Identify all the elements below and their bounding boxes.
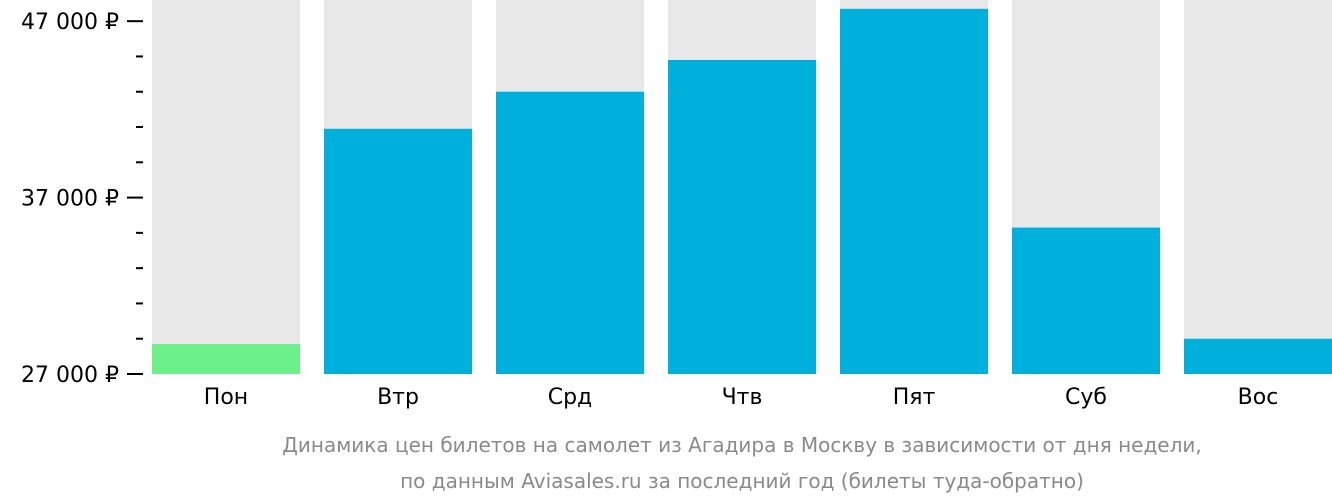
background-column-1 bbox=[152, 0, 300, 374]
caption: Динамика цен билетов на самолет из Агади… bbox=[282, 433, 1202, 493]
background-column-7 bbox=[1184, 0, 1332, 374]
category-label-3: Срд bbox=[548, 385, 593, 410]
category-label-6: Суб bbox=[1065, 385, 1107, 410]
bar-7[interactable] bbox=[1184, 338, 1332, 374]
category-label-5: Пят bbox=[893, 385, 936, 410]
bar-4[interactable] bbox=[668, 59, 816, 374]
category-label-4: Чтв bbox=[722, 385, 763, 410]
bars bbox=[152, 8, 1332, 375]
bar-3[interactable] bbox=[496, 91, 644, 375]
y-axis: 47 000 ₽ 37 000 ₽ 27 000 ₽ bbox=[21, 10, 143, 388]
category-label-1: Пон bbox=[204, 385, 248, 410]
bar-6[interactable] bbox=[1012, 227, 1160, 374]
y-tick-label-3: 27 000 ₽ bbox=[21, 363, 119, 388]
bar-1[interactable] bbox=[152, 344, 300, 374]
bar-2[interactable] bbox=[324, 128, 472, 374]
caption-line-2: по данным Aviasales.ru за последний год … bbox=[400, 469, 1084, 493]
x-axis-labels: Пон Втр Срд Чтв Пят Суб Вос bbox=[204, 385, 1279, 410]
caption-line-1: Динамика цен билетов на самолет из Агади… bbox=[282, 433, 1202, 457]
category-label-2: Втр bbox=[377, 385, 419, 410]
y-tick-label-2: 37 000 ₽ bbox=[21, 187, 119, 212]
bar-5[interactable] bbox=[840, 8, 988, 375]
category-label-7: Вос bbox=[1238, 385, 1279, 410]
y-tick-label-1: 47 000 ₽ bbox=[21, 10, 119, 35]
